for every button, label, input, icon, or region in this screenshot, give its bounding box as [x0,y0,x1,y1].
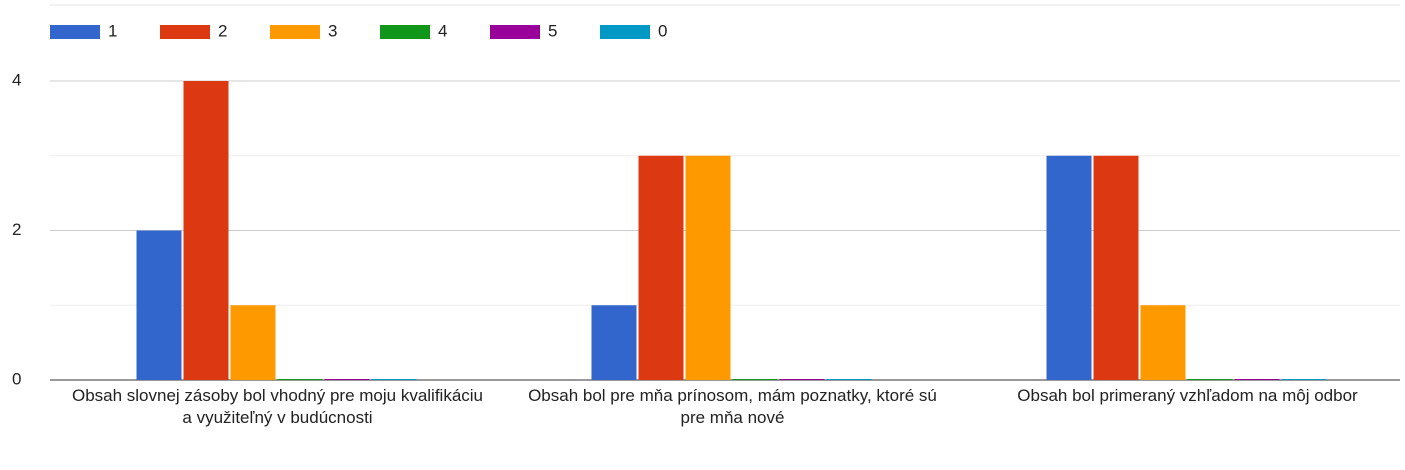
y-tick-label: 4 [12,70,21,89]
bar [1140,305,1186,380]
legend-label: 0 [658,21,667,40]
bar [1281,379,1327,380]
bar [371,379,417,380]
legend-swatch [600,25,650,39]
bar [779,379,825,380]
y-tick-label: 2 [12,220,21,239]
bar [1093,155,1139,380]
legend-label: 2 [218,21,227,40]
bar [230,305,276,380]
bar [277,379,323,380]
x-tick-label: Obsah slovnej zásoby bol vhodný pre moju… [71,386,484,427]
bar [685,155,731,380]
x-tick-label: Obsah bol pre mňa prínosom, mám poznatky… [528,386,937,427]
bar [638,155,684,380]
legend-label: 3 [328,21,337,40]
legend-swatch [50,25,100,39]
legend-label: 4 [438,21,447,40]
legend-swatch [380,25,430,39]
bar [183,81,229,380]
bar [324,379,370,380]
legend-swatch [160,25,210,39]
bar [732,379,778,380]
legend-label: 1 [108,21,117,40]
y-tick-label: 0 [12,369,21,388]
legend-swatch [270,25,320,39]
bar [591,305,637,380]
bar [1187,379,1233,380]
bar [1234,379,1280,380]
legend-label: 5 [548,21,557,40]
bar [826,379,872,380]
bar [136,230,182,380]
bar [1046,155,1092,380]
legend-swatch [490,25,540,39]
x-tick-label: Obsah bol primeraný vzhľadom na môj odbo… [1017,386,1358,405]
